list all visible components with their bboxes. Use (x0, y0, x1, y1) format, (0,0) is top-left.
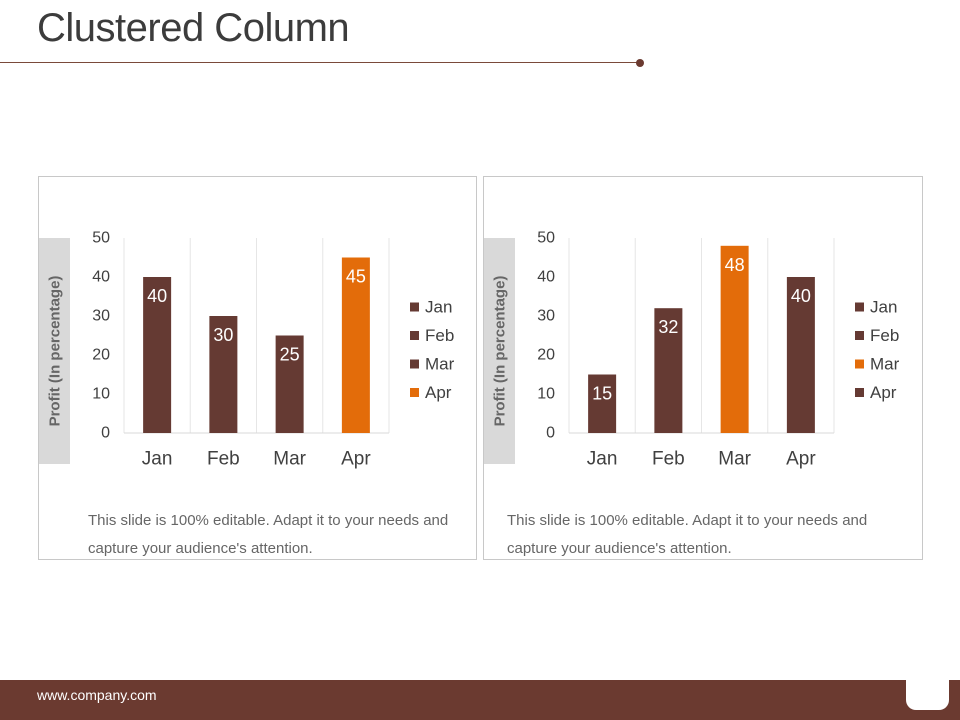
title-underline (0, 62, 639, 63)
chart-panel-left: Profit (In percentage) 0 10 20 30 40 50 40 Jan 30… (38, 176, 477, 560)
data-label: 32 (658, 317, 678, 337)
page-title: Clustered Column (37, 6, 350, 50)
title-underline-dot (636, 59, 644, 67)
y-tick-label: 0 (101, 425, 110, 442)
y-axis-label-band (39, 238, 70, 464)
legend-label: Feb (425, 326, 454, 345)
y-tick-label: 20 (92, 347, 110, 364)
data-label: 40 (147, 286, 167, 306)
chart-caption-left: This slide is 100% editable. Adapt it to… (88, 512, 449, 557)
y-tick-label: 10 (537, 386, 555, 403)
chart-caption-right: This slide is 100% editable. Adapt it to… (507, 512, 868, 557)
legend-swatch (855, 388, 864, 397)
legend-swatch (855, 359, 864, 369)
data-label: 40 (791, 286, 811, 306)
x-tick-label: Mar (718, 449, 751, 470)
footer-url[interactable]: www.company.com (37, 687, 157, 703)
y-axis-label-band (484, 238, 515, 464)
legend-label: Apr (425, 383, 452, 402)
data-label: 15 (592, 384, 612, 404)
bar-mar (720, 245, 749, 433)
x-tick-label: Jan (142, 449, 173, 470)
legend-label: Mar (425, 355, 455, 374)
data-label: 25 (280, 345, 300, 365)
bar-mar (275, 335, 304, 433)
legend-swatch (410, 359, 419, 369)
y-tick-label: 40 (537, 269, 555, 286)
bar-jan (143, 277, 172, 433)
y-tick-label: 30 (537, 308, 555, 325)
x-tick-label: Feb (652, 449, 685, 470)
legend-label: Jan (425, 298, 452, 317)
bar-jan (588, 374, 617, 433)
x-tick-label: Feb (207, 449, 240, 470)
data-label: 30 (213, 325, 233, 345)
bar-apr (341, 257, 370, 433)
data-label: 45 (346, 267, 366, 287)
legend-label: Mar (870, 355, 900, 374)
y-tick-label: 30 (92, 308, 110, 325)
bar-apr (786, 277, 815, 433)
legend-swatch (410, 388, 419, 397)
bar-feb (209, 316, 238, 433)
legend-swatch (855, 331, 864, 340)
legend-label: Apr (870, 383, 897, 402)
legend-swatch (855, 302, 864, 312)
x-tick-label: Mar (273, 449, 306, 470)
y-tick-label: 40 (92, 269, 110, 286)
legend-label: Jan (870, 298, 897, 317)
y-tick-label: 20 (537, 347, 555, 364)
y-tick-label: 50 (92, 230, 110, 247)
bar-feb (654, 308, 683, 433)
y-tick-label: 0 (546, 425, 555, 442)
data-label: 48 (725, 255, 745, 275)
x-tick-label: Apr (786, 449, 816, 470)
x-tick-label: Apr (341, 449, 371, 470)
chart-left: Profit (In percentage) 0 10 20 30 40 50 40 Jan 30… (39, 230, 455, 470)
chart-right: Profit (In percentage) 0 10 20 30 40 50 15 Jan 32… (484, 230, 900, 470)
y-axis-label: Profit (In percentage) (47, 276, 64, 427)
legend-swatch (410, 302, 419, 312)
legend-swatch (410, 331, 419, 340)
chart-panel-right: Profit (In percentage) 0 10 20 30 40 50 15 Jan 32… (483, 176, 923, 560)
x-tick-label: Jan (587, 449, 618, 470)
y-tick-label: 10 (92, 386, 110, 403)
footer-tab (906, 678, 949, 710)
legend-label: Feb (870, 326, 899, 345)
y-axis-label: Profit (In percentage) (492, 276, 509, 427)
y-tick-label: 50 (537, 230, 555, 247)
footer-bar: www.company.com (0, 678, 960, 720)
